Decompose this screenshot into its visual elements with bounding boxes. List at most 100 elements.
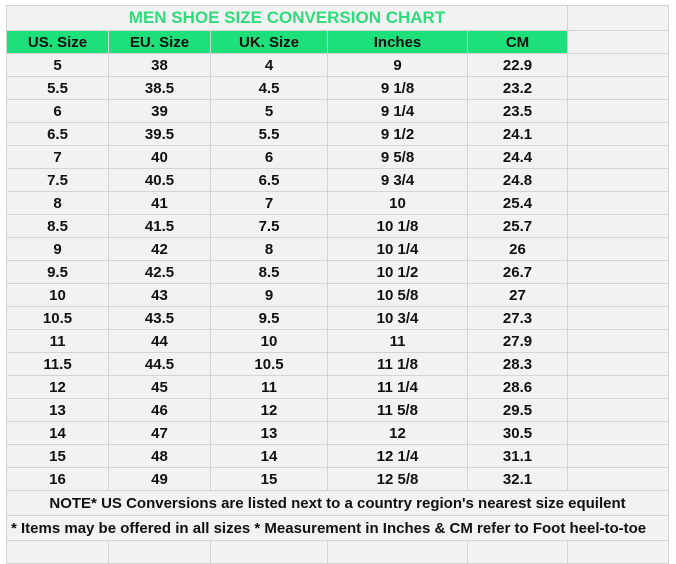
empty-cell[interactable] [567, 467, 669, 491]
empty-cell[interactable] [567, 398, 669, 422]
table-cell[interactable]: 12 1/4 [327, 444, 468, 468]
table-cell[interactable]: 4 [210, 53, 328, 77]
empty-cell[interactable] [567, 214, 669, 238]
table-cell[interactable]: 9 3/4 [327, 168, 468, 192]
empty-cell[interactable] [567, 306, 669, 330]
table-cell[interactable]: 9 [327, 53, 468, 77]
table-cell[interactable]: 38.5 [108, 76, 211, 100]
empty-cell[interactable] [567, 122, 669, 146]
table-cell[interactable]: 10 5/8 [327, 283, 468, 307]
table-cell[interactable]: 27 [467, 283, 568, 307]
table-cell[interactable]: 43.5 [108, 306, 211, 330]
table-cell[interactable]: 24.4 [467, 145, 568, 169]
table-cell[interactable]: 9 1/8 [327, 76, 468, 100]
empty-cell[interactable] [567, 260, 669, 284]
table-cell[interactable]: 28.3 [467, 352, 568, 376]
table-cell[interactable]: 44.5 [108, 352, 211, 376]
table-cell[interactable]: 5.5 [6, 76, 109, 100]
table-cell[interactable]: 5.5 [210, 122, 328, 146]
table-cell[interactable]: 10 [327, 191, 468, 215]
table-cell[interactable]: 43 [108, 283, 211, 307]
table-cell[interactable]: 9 [210, 283, 328, 307]
table-cell[interactable]: 9 [6, 237, 109, 261]
table-cell[interactable]: 26 [467, 237, 568, 261]
empty-cell[interactable] [567, 53, 669, 77]
table-cell[interactable]: 5 [6, 53, 109, 77]
table-cell[interactable]: 10.5 [6, 306, 109, 330]
table-cell[interactable]: 10 1/8 [327, 214, 468, 238]
table-cell[interactable]: 9 1/2 [327, 122, 468, 146]
table-cell[interactable]: 12 [6, 375, 109, 399]
table-cell[interactable]: 23.2 [467, 76, 568, 100]
table-cell[interactable]: 32.1 [467, 467, 568, 491]
table-cell[interactable]: 7 [210, 191, 328, 215]
note-text[interactable]: NOTE* US Conversions are listed next to … [6, 490, 669, 516]
table-cell[interactable]: 8 [6, 191, 109, 215]
empty-cell[interactable] [567, 145, 669, 169]
table-cell[interactable]: 9 5/8 [327, 145, 468, 169]
empty-cell[interactable] [210, 540, 328, 564]
table-cell[interactable]: 10 [6, 283, 109, 307]
table-cell[interactable]: 39 [108, 99, 211, 123]
table-cell[interactable]: 23.5 [467, 99, 568, 123]
table-cell[interactable]: 10 1/2 [327, 260, 468, 284]
empty-cell[interactable] [567, 352, 669, 376]
table-cell[interactable]: 27.9 [467, 329, 568, 353]
column-header-us[interactable]: US. Size [6, 30, 109, 54]
empty-cell[interactable] [567, 237, 669, 261]
table-cell[interactable]: 29.5 [467, 398, 568, 422]
table-cell[interactable]: 7.5 [210, 214, 328, 238]
table-cell[interactable]: 14 [6, 421, 109, 445]
table-cell[interactable]: 14 [210, 444, 328, 468]
table-cell[interactable]: 11.5 [6, 352, 109, 376]
table-cell[interactable]: 11 [327, 329, 468, 353]
table-cell[interactable]: 28.6 [467, 375, 568, 399]
table-cell[interactable]: 8.5 [6, 214, 109, 238]
table-cell[interactable]: 40 [108, 145, 211, 169]
table-cell[interactable]: 45 [108, 375, 211, 399]
empty-cell[interactable] [327, 540, 468, 564]
table-cell[interactable]: 6.5 [210, 168, 328, 192]
table-cell[interactable]: 11 5/8 [327, 398, 468, 422]
empty-cell[interactable] [567, 421, 669, 445]
table-cell[interactable]: 11 [210, 375, 328, 399]
empty-cell[interactable] [567, 444, 669, 468]
table-cell[interactable]: 44 [108, 329, 211, 353]
table-cell[interactable]: 7.5 [6, 168, 109, 192]
table-cell[interactable]: 41 [108, 191, 211, 215]
chart-title[interactable]: MEN SHOE SIZE CONVERSION CHART [6, 5, 568, 31]
table-cell[interactable]: 47 [108, 421, 211, 445]
table-cell[interactable]: 10 1/4 [327, 237, 468, 261]
table-cell[interactable]: 8 [210, 237, 328, 261]
table-cell[interactable]: 11 1/4 [327, 375, 468, 399]
table-cell[interactable]: 31.1 [467, 444, 568, 468]
table-cell[interactable]: 25.4 [467, 191, 568, 215]
column-header-eu[interactable]: EU. Size [108, 30, 211, 54]
table-cell[interactable]: 12 [327, 421, 468, 445]
table-cell[interactable]: 42 [108, 237, 211, 261]
table-cell[interactable]: 11 1/8 [327, 352, 468, 376]
table-cell[interactable]: 15 [6, 444, 109, 468]
table-cell[interactable]: 39.5 [108, 122, 211, 146]
table-cell[interactable]: 9.5 [210, 306, 328, 330]
table-cell[interactable]: 6 [210, 145, 328, 169]
table-cell[interactable]: 13 [210, 421, 328, 445]
table-cell[interactable]: 5 [210, 99, 328, 123]
table-cell[interactable]: 26.7 [467, 260, 568, 284]
table-cell[interactable]: 11 [6, 329, 109, 353]
table-cell[interactable]: 13 [6, 398, 109, 422]
column-header-uk[interactable]: UK. Size [210, 30, 328, 54]
table-cell[interactable]: 38 [108, 53, 211, 77]
empty-cell[interactable] [567, 540, 669, 564]
table-cell[interactable]: 41.5 [108, 214, 211, 238]
empty-cell[interactable] [567, 283, 669, 307]
column-header-cm[interactable]: CM [467, 30, 568, 54]
table-cell[interactable]: 4.5 [210, 76, 328, 100]
empty-cell[interactable] [567, 329, 669, 353]
table-cell[interactable]: 16 [6, 467, 109, 491]
empty-cell[interactable] [567, 5, 669, 31]
table-cell[interactable]: 12 [210, 398, 328, 422]
table-cell[interactable]: 8.5 [210, 260, 328, 284]
table-cell[interactable]: 6 [6, 99, 109, 123]
empty-cell[interactable] [108, 540, 211, 564]
